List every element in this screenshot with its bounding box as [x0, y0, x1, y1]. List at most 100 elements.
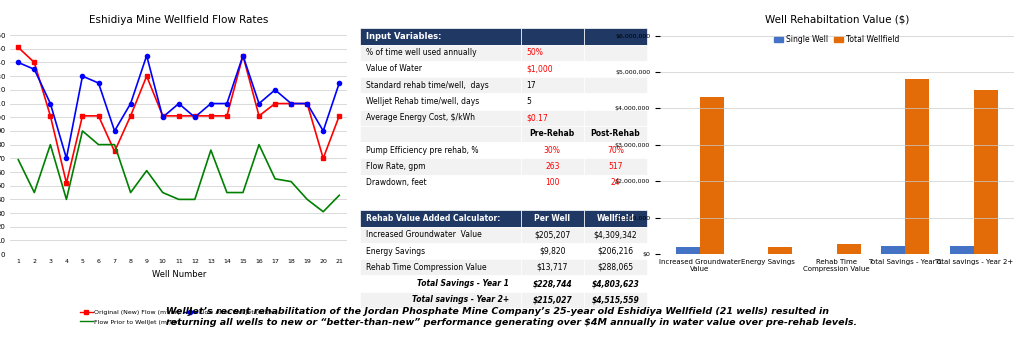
Bar — [676, 247, 699, 254]
Flow Prior to WellJet (m³/hr) — [301, 197, 313, 202]
Flow After WellJet (m³/hr) — [253, 101, 265, 106]
Line: Flow Prior to WellJet (m³/hr): Flow Prior to WellJet (m³/hr) — [18, 131, 339, 212]
FancyBboxPatch shape — [521, 243, 584, 259]
Flow Prior to WellJet (m³/hr) — [29, 190, 41, 195]
Flow Prior to WellJet (m³/hr) — [60, 197, 73, 202]
FancyBboxPatch shape — [584, 28, 647, 44]
Bar — [882, 246, 905, 254]
Text: $206,216: $206,216 — [597, 247, 634, 256]
FancyBboxPatch shape — [360, 175, 521, 191]
Original (New) Flow (m³/hr) — [317, 156, 330, 160]
Flow Prior to WellJet (m³/hr) — [77, 129, 89, 133]
Text: Increased Groundwater  Value: Increased Groundwater Value — [366, 230, 482, 239]
Original (New) Flow (m³/hr) — [269, 101, 282, 106]
Text: $215,027: $215,027 — [532, 295, 572, 304]
FancyBboxPatch shape — [584, 210, 647, 227]
Original (New) Flow (m³/hr) — [60, 181, 73, 185]
Original (New) Flow (m³/hr) — [44, 114, 56, 118]
FancyBboxPatch shape — [521, 93, 584, 109]
FancyBboxPatch shape — [521, 175, 584, 191]
Flow After WellJet (m³/hr) — [140, 54, 153, 58]
FancyBboxPatch shape — [521, 210, 584, 227]
Flow After WellJet (m³/hr) — [92, 81, 104, 85]
Original (New) Flow (m³/hr) — [29, 60, 41, 65]
Flow Prior to WellJet (m³/hr) — [157, 190, 169, 195]
FancyBboxPatch shape — [521, 109, 584, 126]
Text: 5: 5 — [526, 97, 531, 106]
Bar — [837, 244, 861, 254]
Text: Flow Rate, gpm: Flow Rate, gpm — [366, 162, 426, 171]
Flow After WellJet (m³/hr) — [221, 101, 233, 106]
Flow Prior to WellJet (m³/hr) — [237, 190, 249, 195]
FancyBboxPatch shape — [360, 259, 521, 275]
Flow After WellJet (m³/hr) — [205, 101, 217, 106]
Flow After WellJet (m³/hr) — [269, 88, 282, 92]
Legend: Single Well, Total Wellfield: Single Well, Total Wellfield — [771, 32, 903, 47]
Original (New) Flow (m³/hr) — [285, 101, 297, 106]
Flow After WellJet (m³/hr) — [29, 67, 41, 71]
Flow Prior to WellJet (m³/hr) — [12, 157, 25, 162]
Title: Well Rehabiltation Value ($): Well Rehabiltation Value ($) — [765, 15, 909, 25]
Original (New) Flow (m³/hr) — [188, 114, 201, 118]
Legend: Original (New) Flow (m³/hr), Flow Prior to WellJet (m³/hr), Flow After WellJet (: Original (New) Flow (m³/hr), Flow Prior … — [78, 307, 280, 327]
Text: 50%: 50% — [526, 48, 544, 57]
FancyBboxPatch shape — [521, 44, 584, 61]
Text: WellJet’s recent rehabilitation of the Jordan Phosphate Mine Company’s 25-year o: WellJet’s recent rehabilitation of the J… — [167, 307, 857, 327]
Flow After WellJet (m³/hr) — [173, 101, 185, 106]
Flow Prior to WellJet (m³/hr) — [109, 143, 121, 147]
Original (New) Flow (m³/hr) — [333, 114, 345, 118]
Original (New) Flow (m³/hr) — [301, 101, 313, 106]
Flow After WellJet (m³/hr) — [285, 101, 297, 106]
FancyBboxPatch shape — [521, 158, 584, 175]
Original (New) Flow (m³/hr) — [125, 114, 137, 118]
Flow After WellJet (m³/hr) — [157, 115, 169, 119]
Original (New) Flow (m³/hr) — [221, 114, 233, 118]
FancyBboxPatch shape — [584, 142, 647, 158]
Flow Prior to WellJet (m³/hr) — [269, 177, 282, 181]
Text: 263: 263 — [545, 162, 559, 171]
Flow Prior to WellJet (m³/hr) — [253, 143, 265, 147]
Text: Wellfield: Wellfield — [596, 214, 634, 223]
Flow After WellJet (m³/hr) — [12, 60, 25, 65]
Flow After WellJet (m³/hr) — [301, 101, 313, 106]
FancyBboxPatch shape — [584, 158, 647, 175]
Flow After WellJet (m³/hr) — [77, 74, 89, 78]
Text: Value of Water: Value of Water — [366, 64, 422, 73]
Bar — [974, 90, 997, 254]
FancyBboxPatch shape — [360, 292, 521, 308]
Flow Prior to WellJet (m³/hr) — [333, 193, 345, 197]
FancyBboxPatch shape — [360, 126, 521, 142]
Bar — [768, 247, 793, 254]
Text: % of time well used annually: % of time well used annually — [366, 48, 477, 57]
FancyBboxPatch shape — [584, 109, 647, 126]
Text: 24: 24 — [610, 178, 621, 187]
Flow After WellJet (m³/hr) — [333, 81, 345, 85]
Text: Input Variables:: Input Variables: — [366, 32, 441, 41]
Text: $228,744: $228,744 — [532, 279, 572, 288]
Flow Prior to WellJet (m³/hr) — [188, 197, 201, 202]
Flow Prior to WellJet (m³/hr) — [125, 190, 137, 195]
Original (New) Flow (m³/hr) — [173, 114, 185, 118]
Text: $288,065: $288,065 — [597, 263, 634, 272]
Original (New) Flow (m³/hr) — [109, 149, 121, 154]
Text: $4,803,623: $4,803,623 — [592, 279, 639, 288]
Text: $9,820: $9,820 — [539, 247, 565, 256]
Text: $13,717: $13,717 — [537, 263, 568, 272]
Original (New) Flow (m³/hr) — [92, 114, 104, 118]
FancyBboxPatch shape — [360, 44, 521, 61]
Flow After WellJet (m³/hr) — [188, 115, 201, 119]
FancyBboxPatch shape — [584, 243, 647, 259]
Text: $205,207: $205,207 — [535, 230, 570, 239]
FancyBboxPatch shape — [360, 191, 521, 201]
Flow After WellJet (m³/hr) — [237, 54, 249, 58]
Text: 70%: 70% — [607, 146, 624, 155]
FancyBboxPatch shape — [584, 292, 647, 308]
Text: $4,309,342: $4,309,342 — [594, 230, 637, 239]
FancyBboxPatch shape — [360, 61, 521, 77]
Text: 517: 517 — [608, 162, 623, 171]
FancyBboxPatch shape — [521, 292, 584, 308]
Flow Prior to WellJet (m³/hr) — [92, 143, 104, 147]
FancyBboxPatch shape — [360, 77, 521, 93]
Text: Welljet Rehab time/well, days: Welljet Rehab time/well, days — [366, 97, 479, 106]
Original (New) Flow (m³/hr) — [140, 74, 153, 78]
